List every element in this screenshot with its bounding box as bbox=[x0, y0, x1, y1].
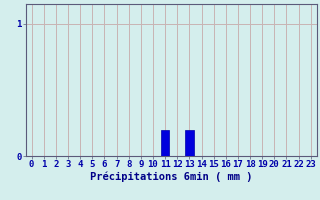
Bar bbox=[161, 130, 169, 156]
Bar bbox=[185, 130, 194, 156]
X-axis label: Précipitations 6min ( mm ): Précipitations 6min ( mm ) bbox=[90, 172, 252, 182]
